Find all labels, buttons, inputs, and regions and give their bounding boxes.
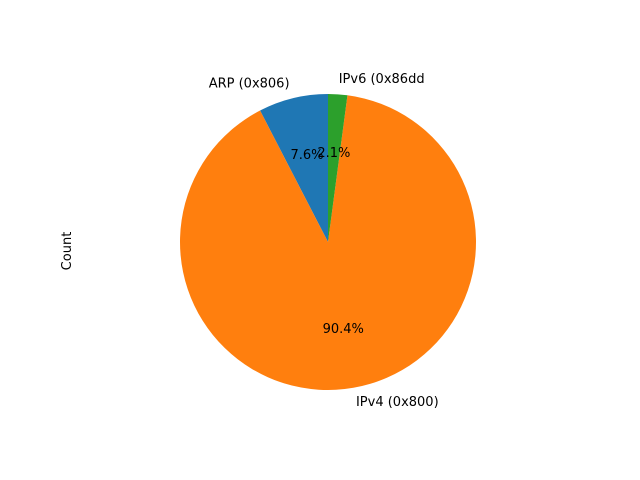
pie-slice-2 [328,94,348,242]
slice-category-label-2: IPv6 (0x86dd [339,72,425,87]
y-axis-label: Count [60,232,75,271]
pie-slice-1 [180,95,477,390]
slice-percent-label-2: 2.1% [317,146,350,161]
pie-slice-0 [260,94,328,242]
pie-slices [180,94,477,390]
pie-labels: 7.6% ARP (0x806) 90.4% IPv4 (0x800) 2.1% IPv6… [209,72,439,410]
slice-percent-label-1: 90.4% [323,322,364,337]
slice-category-label-1: IPv4 (0x800) [356,395,439,410]
slice-percent-label-0: 7.6% [291,148,324,163]
slice-category-label-0: ARP (0x806) [209,76,290,91]
